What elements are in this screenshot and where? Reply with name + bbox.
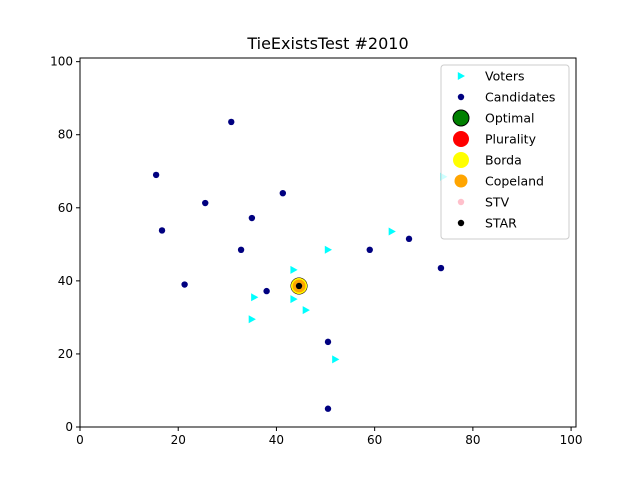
y-tick-label: 20 — [58, 347, 73, 361]
y-tick-label: 80 — [58, 128, 73, 142]
candidates-point — [437, 264, 445, 272]
y-tick-label: 60 — [58, 201, 73, 215]
legend-label-copeland: Copeland — [485, 174, 544, 189]
candidates-point — [158, 227, 166, 234]
candidates-point — [324, 338, 332, 346]
legend-label-stv: STV — [485, 195, 510, 210]
candidates-point — [152, 171, 160, 179]
y-tick-label: 40 — [58, 274, 73, 288]
candidates-point — [228, 118, 235, 126]
axes-frame — [79, 57, 577, 428]
legend-box — [440, 64, 570, 240]
legend-label-plurality: Plurality — [485, 132, 537, 147]
x-tick-label: 80 — [465, 433, 480, 447]
voters-point — [324, 245, 332, 254]
legend-label-borda: Borda — [485, 153, 522, 168]
candidates-point — [366, 246, 373, 254]
x-tick-label: 40 — [269, 433, 284, 447]
legend: Voters Candidates Optimal Plurality Borda Cop… — [440, 64, 570, 240]
chart-title: TieExistsTest #2010 — [246, 34, 408, 53]
legend-marker-stv — [457, 198, 465, 206]
plot-area: 0 20 40 60 80 100 0 20 40 60 80 100 — [50, 55, 582, 447]
legend-marker-copeland — [454, 174, 468, 188]
legend-marker-optimal — [452, 109, 470, 127]
x-tick-label: 100 — [560, 433, 583, 447]
candidates-point — [324, 405, 332, 412]
x-tick-label: 0 — [76, 433, 84, 447]
legend-marker-plurality — [453, 131, 469, 147]
legend-marker-star — [457, 219, 465, 227]
candidates-point — [279, 189, 287, 197]
voters-point — [302, 306, 310, 315]
candidates-point — [405, 235, 413, 243]
voters-point — [290, 265, 298, 274]
legend-label-star: STAR — [485, 216, 517, 231]
legend-label-candidates: Candidates — [485, 90, 555, 105]
candidates-point — [248, 214, 256, 222]
legend-label-voters: Voters — [485, 69, 524, 84]
candidates-point — [181, 281, 188, 288]
candidates-point — [263, 287, 270, 295]
candidates-point — [202, 199, 209, 207]
candidates-point — [237, 246, 245, 254]
legend-marker-voters — [457, 72, 465, 80]
y-tick-label: 0 — [65, 420, 73, 434]
star-point — [295, 282, 303, 290]
x-tick-label: 60 — [367, 433, 382, 447]
voters-point — [290, 295, 298, 304]
voters-point — [388, 227, 396, 236]
legend-marker-borda — [453, 152, 469, 168]
legend-label-optimal: Optimal — [485, 111, 534, 126]
x-tick-label: 20 — [171, 433, 186, 447]
voters-point — [248, 315, 256, 324]
voters-point — [332, 355, 340, 364]
y-tick-label: 100 — [50, 55, 73, 69]
legend-marker-candidates — [457, 93, 465, 101]
voters-point — [251, 293, 259, 302]
